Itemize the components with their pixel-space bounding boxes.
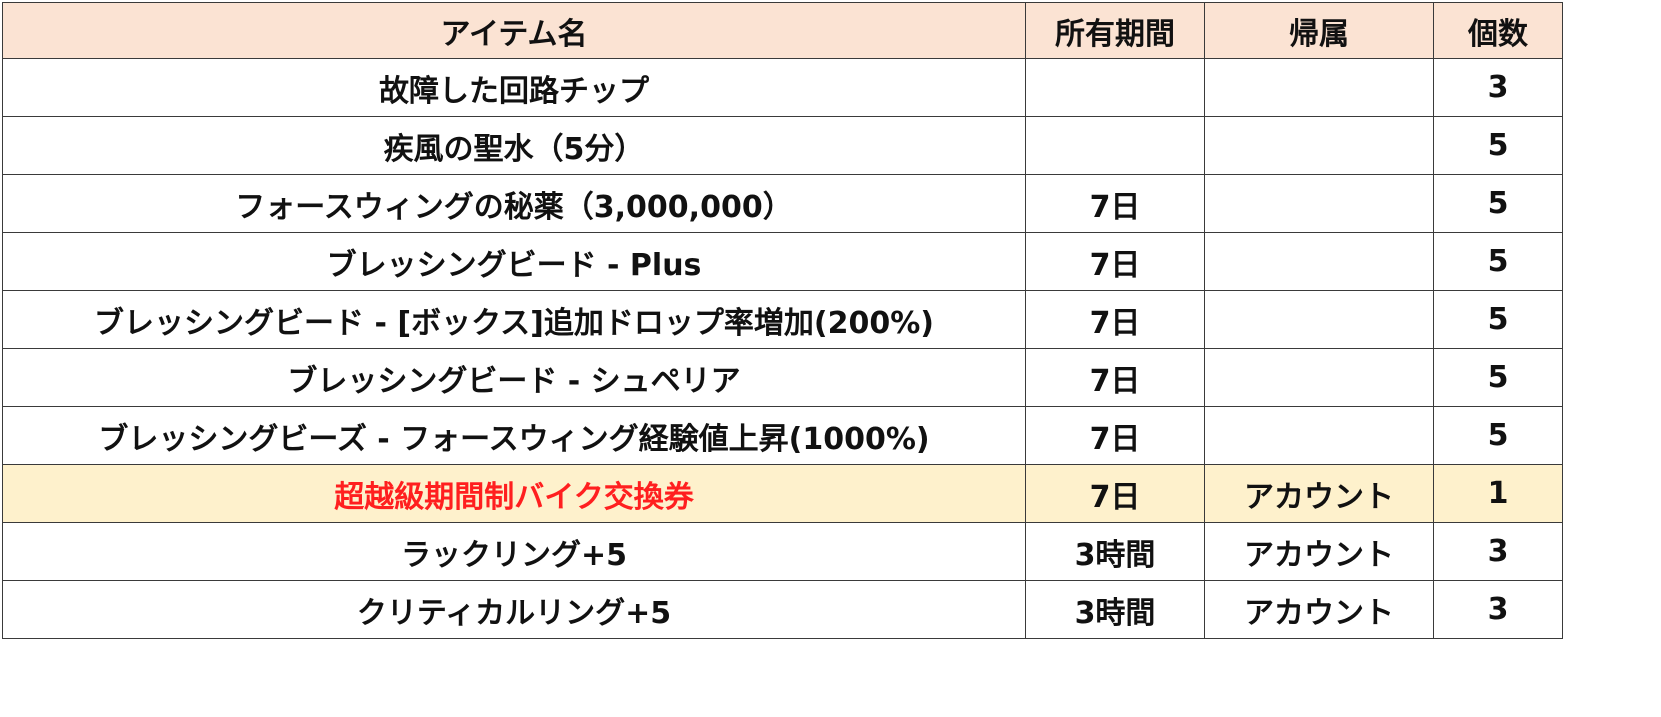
table-row: 故障した回路チップ 3 <box>2 58 1563 117</box>
table-row: クリティカルリング+5 3時間 アカウント 3 <box>2 580 1563 639</box>
table-row: 疾風の聖水（5分） 5 <box>2 116 1563 175</box>
item-name-cell-highlighted: 超越級期間制バイク交換券 <box>2 464 1026 523</box>
table-row: ブレッシングビード - Plus 7日 5 <box>2 232 1563 291</box>
header-quantity: 個数 <box>1433 2 1563 59</box>
binding-cell <box>1204 232 1434 291</box>
table-row: ラックリング+5 3時間 アカウント 3 <box>2 522 1563 581</box>
binding-cell <box>1204 116 1434 175</box>
quantity-cell: 5 <box>1433 348 1563 407</box>
period-cell: 7日 <box>1025 464 1205 523</box>
header-item-name: アイテム名 <box>2 2 1026 59</box>
table-row: ブレッシングビード - [ボックス]追加ドロップ率増加(200%) 7日 5 <box>2 290 1563 349</box>
period-cell: 7日 <box>1025 290 1205 349</box>
table-row: ブレッシングビーズ - フォースウィング経験値上昇(1000%) 7日 5 <box>2 406 1563 465</box>
quantity-cell: 5 <box>1433 174 1563 233</box>
header-binding: 帰属 <box>1204 2 1434 59</box>
item-name-cell: ブレッシングビード - [ボックス]追加ドロップ率増加(200%) <box>2 290 1026 349</box>
item-name-cell: ラックリング+5 <box>2 522 1026 581</box>
period-cell: 7日 <box>1025 348 1205 407</box>
quantity-cell: 3 <box>1433 522 1563 581</box>
quantity-cell: 5 <box>1433 290 1563 349</box>
period-cell: 7日 <box>1025 232 1205 291</box>
item-table: アイテム名 所有期間 帰属 個数 故障した回路チップ 3 疾風の聖水（5分） 5… <box>2 2 1563 639</box>
table-row-highlighted: 超越級期間制バイク交換券 7日 アカウント 1 <box>2 464 1563 523</box>
period-cell: 3時間 <box>1025 522 1205 581</box>
table-row: ブレッシングビード - シュペリア 7日 5 <box>2 348 1563 407</box>
table-row: フォースウィングの秘薬（3,000,000） 7日 5 <box>2 174 1563 233</box>
item-name-cell: 故障した回路チップ <box>2 58 1026 117</box>
binding-cell <box>1204 58 1434 117</box>
period-cell <box>1025 116 1205 175</box>
item-name-cell: ブレッシングビーズ - フォースウィング経験値上昇(1000%) <box>2 406 1026 465</box>
binding-cell <box>1204 174 1434 233</box>
binding-cell <box>1204 406 1434 465</box>
item-name-cell: 疾風の聖水（5分） <box>2 116 1026 175</box>
quantity-cell: 5 <box>1433 232 1563 291</box>
header-row: アイテム名 所有期間 帰属 個数 <box>2 2 1563 59</box>
binding-cell <box>1204 290 1434 349</box>
item-name-cell: クリティカルリング+5 <box>2 580 1026 639</box>
quantity-cell: 3 <box>1433 58 1563 117</box>
table-body: 故障した回路チップ 3 疾風の聖水（5分） 5 フォースウィングの秘薬（3,00… <box>2 58 1563 639</box>
item-name-cell: ブレッシングビード - Plus <box>2 232 1026 291</box>
binding-cell: アカウント <box>1204 522 1434 581</box>
header-period: 所有期間 <box>1025 2 1205 59</box>
period-cell <box>1025 58 1205 117</box>
quantity-cell: 1 <box>1433 464 1563 523</box>
binding-cell: アカウント <box>1204 580 1434 639</box>
period-cell: 7日 <box>1025 174 1205 233</box>
quantity-cell: 3 <box>1433 580 1563 639</box>
period-cell: 3時間 <box>1025 580 1205 639</box>
binding-cell <box>1204 348 1434 407</box>
table-header: アイテム名 所有期間 帰属 個数 <box>2 2 1563 59</box>
quantity-cell: 5 <box>1433 116 1563 175</box>
period-cell: 7日 <box>1025 406 1205 465</box>
binding-cell: アカウント <box>1204 464 1434 523</box>
item-name-cell: フォースウィングの秘薬（3,000,000） <box>2 174 1026 233</box>
quantity-cell: 5 <box>1433 406 1563 465</box>
item-name-cell: ブレッシングビード - シュペリア <box>2 348 1026 407</box>
